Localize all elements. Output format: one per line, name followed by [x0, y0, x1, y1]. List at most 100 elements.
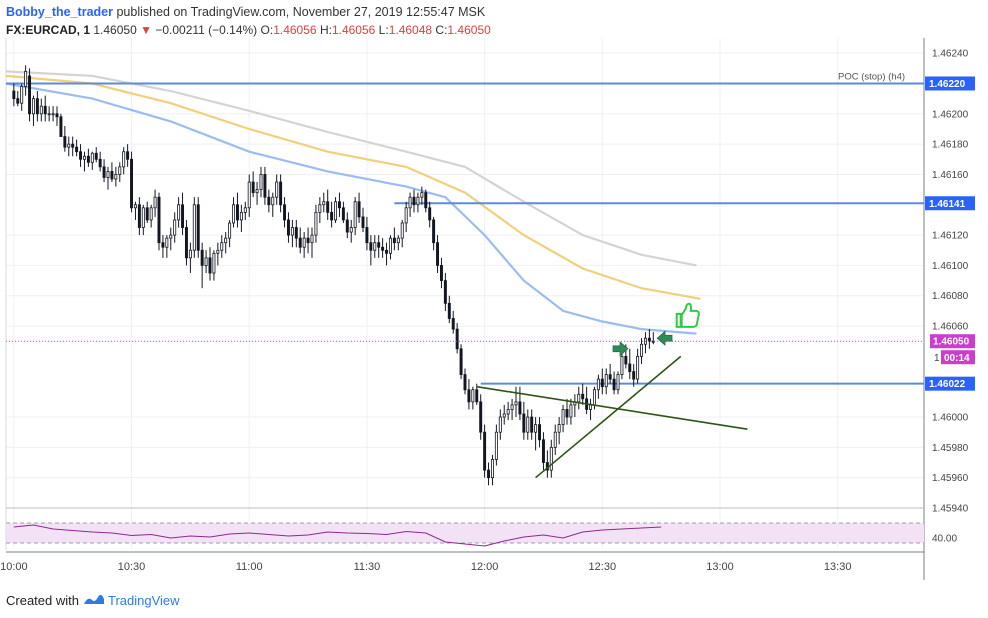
candle-body — [126, 151, 130, 160]
candle-body — [173, 219, 177, 236]
candle-body — [294, 227, 298, 239]
y-tick-label: 1.45940 — [932, 504, 969, 515]
candle-body — [330, 211, 334, 221]
candle-body — [133, 204, 137, 209]
candle-body — [337, 201, 341, 209]
candle-body — [475, 389, 479, 403]
candle-body — [334, 201, 338, 221]
candle-body — [538, 424, 542, 441]
candle-body — [455, 328, 459, 350]
candle-body — [145, 207, 149, 221]
candle-body — [94, 152, 98, 160]
y-tick-label: 1.46060 — [932, 322, 969, 333]
candle-body — [153, 196, 157, 209]
candle-body — [341, 207, 345, 221]
author-link[interactable]: Bobby_the_trader — [6, 5, 113, 19]
candle-body — [428, 207, 432, 221]
close-value: 1.46050 — [447, 23, 491, 37]
candle-body — [192, 204, 196, 251]
current-price-tag — [930, 334, 975, 349]
candle-body — [59, 116, 63, 137]
current-price-stub: 1 — [934, 353, 940, 364]
rsi-tick-label: 40.00 — [932, 534, 957, 545]
candle-body — [498, 416, 502, 433]
candle-body — [322, 201, 326, 206]
candle-body — [86, 155, 90, 163]
y-tick-label: 1.46200 — [932, 109, 969, 120]
low-label: L: — [378, 23, 389, 37]
candle-body — [349, 227, 353, 233]
candle-body — [404, 207, 408, 224]
candle-body — [251, 181, 255, 194]
level-note: POC (stop) (h4) — [838, 71, 905, 82]
candle-body — [20, 86, 24, 104]
candle-body — [137, 204, 141, 228]
candle-body — [318, 204, 322, 213]
rsi-line — [13, 524, 662, 547]
candle-body — [530, 416, 534, 433]
candle-body — [228, 222, 232, 239]
candle-body — [184, 227, 188, 259]
candle-body — [216, 249, 220, 254]
candle-body — [47, 113, 51, 116]
candle-body — [106, 171, 110, 178]
high-value: 1.46056 — [331, 23, 376, 37]
candle-body — [640, 343, 644, 357]
candle-body — [63, 136, 67, 148]
candle-body — [361, 216, 365, 228]
candle-body — [408, 196, 412, 209]
candle-body — [310, 234, 314, 244]
candle-body — [632, 371, 636, 380]
candle-body — [385, 249, 389, 254]
candle-body — [259, 174, 263, 191]
candle-body — [526, 416, 530, 433]
candle-body — [43, 105, 47, 115]
candle-body — [432, 219, 436, 244]
symbol-info: FX:EURCAD, 1 1.46050 ▼ −0.00211 (−0.14%)… — [6, 23, 491, 37]
level-price-tag — [925, 196, 975, 211]
candle-body — [396, 237, 400, 244]
candle-body — [628, 363, 632, 372]
level-price-label: 1.46022 — [929, 379, 966, 390]
candle-body — [353, 201, 357, 228]
x-tick-label: 10:00 — [0, 561, 28, 573]
candle-body — [243, 207, 247, 213]
candle-body — [624, 355, 628, 365]
candle-body — [557, 424, 561, 433]
candle-body — [314, 211, 318, 236]
candle-body — [130, 158, 134, 209]
candle-body — [608, 374, 612, 380]
trendline[interactable] — [535, 355, 682, 479]
candle-body — [235, 204, 239, 221]
candle-body — [212, 252, 216, 274]
price-chart[interactable]: 1.46240 1.46200 1.46180 1.46160 1.46120 1.461… — [0, 0, 988, 590]
candle-body — [114, 174, 118, 180]
candle-body — [388, 237, 392, 254]
candle-body — [16, 98, 20, 104]
down-arrow-icon: ▼ — [140, 23, 152, 37]
level-price-tag — [925, 376, 975, 391]
tradingview-link[interactable]: TradingView — [108, 593, 180, 608]
candle-body — [345, 219, 349, 233]
candle-body — [55, 113, 59, 118]
rsi-band — [6, 523, 924, 543]
candle-body — [381, 246, 385, 251]
candle-body — [267, 196, 271, 206]
symbol-label[interactable]: FX:EURCAD, 1 — [6, 23, 91, 37]
candle-body — [577, 393, 581, 403]
candle-body — [467, 389, 471, 403]
candle-body — [326, 201, 330, 213]
candle-body — [177, 204, 181, 221]
candle-body — [255, 189, 259, 194]
candle-body — [514, 401, 518, 406]
x-tick-label: 13:30 — [824, 561, 852, 573]
candle-body — [510, 404, 514, 410]
candle-body — [377, 242, 381, 248]
candle-body — [98, 158, 102, 168]
candle-body — [569, 404, 573, 418]
candle-body — [534, 424, 538, 433]
x-tick-label: 13:00 — [706, 561, 734, 573]
level-price-label: 1.46220 — [929, 79, 966, 90]
candle-body — [479, 401, 483, 433]
trendline[interactable] — [476, 385, 748, 430]
